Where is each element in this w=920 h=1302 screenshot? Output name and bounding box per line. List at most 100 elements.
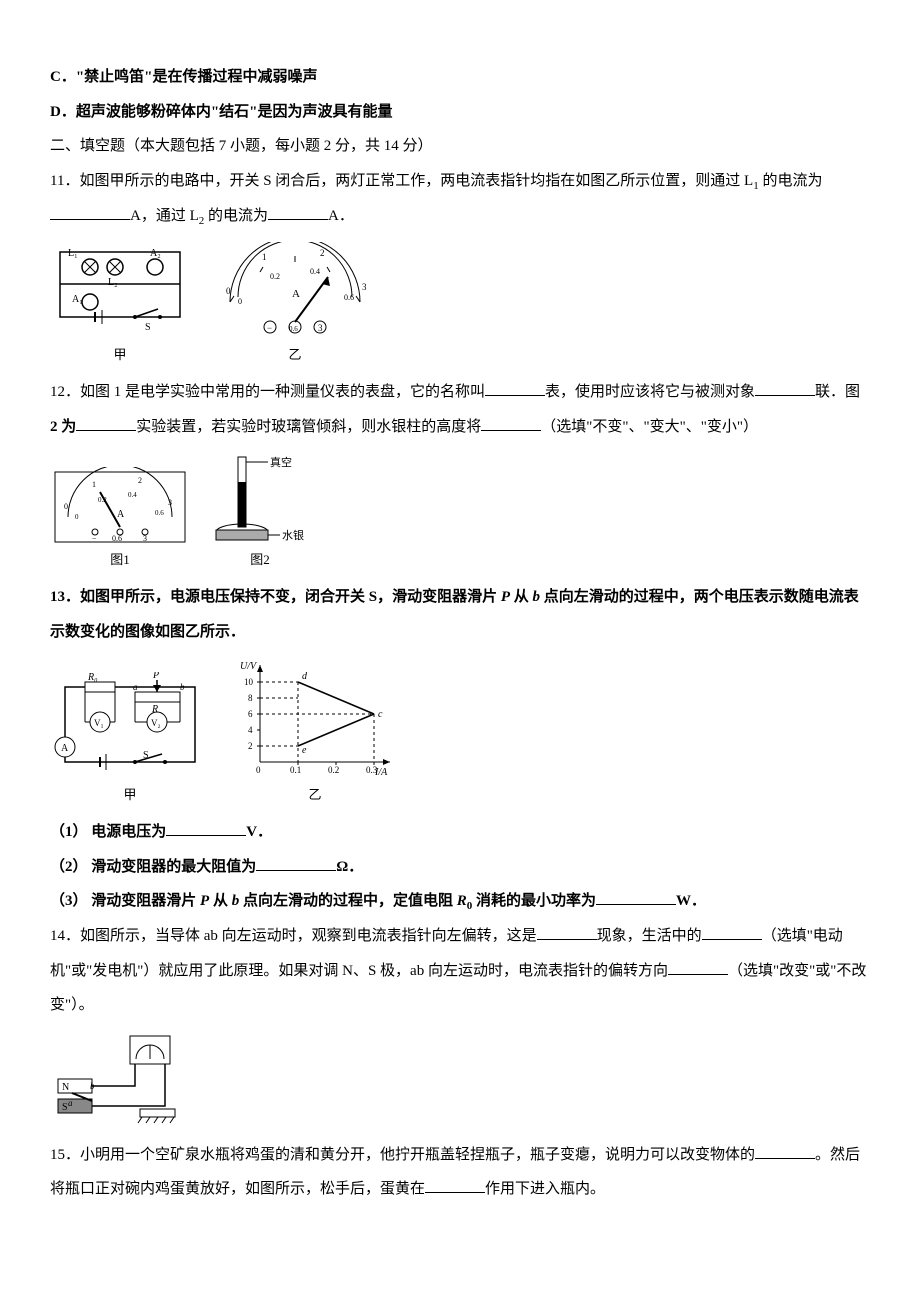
- svg-text:A₂: A₂: [150, 248, 161, 259]
- svg-text:真空: 真空: [270, 455, 292, 469]
- q12-tube-svg: 真空 水银: [210, 452, 310, 547]
- q13-circuit: R₀ P a b R V₁ V₂ A S 甲: [50, 672, 210, 803]
- q13-sub1-blank: [166, 820, 246, 836]
- svg-text:V₁: V₁: [94, 718, 104, 728]
- q13-sub1: （1） 电源电压为V．: [50, 815, 870, 850]
- svg-text:b: b: [90, 1081, 95, 1091]
- svg-text:2: 2: [320, 248, 325, 258]
- svg-text:−: −: [92, 534, 97, 543]
- q14-figure: N S b a: [50, 1031, 870, 1126]
- svg-text:A₁: A₁: [72, 294, 83, 305]
- svg-text:0.3: 0.3: [366, 765, 378, 775]
- q15-blank-1: [755, 1143, 815, 1159]
- svg-text:0.6: 0.6: [344, 293, 354, 302]
- q12-tube: 真空 水银 图2: [210, 452, 310, 568]
- svg-text:0.2: 0.2: [328, 765, 339, 775]
- q11-meter: 0 1 2 3 0 0.2 0.4 0.6 A − 0.6 3 乙: [210, 242, 380, 363]
- q12-blank-3: [76, 415, 136, 431]
- q11-meter-caption: 乙: [210, 344, 380, 363]
- svg-text:3: 3: [318, 323, 323, 333]
- svg-text:0.6: 0.6: [155, 509, 164, 517]
- svg-text:N: N: [62, 1082, 69, 1093]
- q12-tube-caption: 图2: [210, 549, 310, 568]
- svg-text:R₀: R₀: [87, 672, 98, 683]
- svg-text:水银: 水银: [282, 528, 304, 542]
- svg-text:S: S: [143, 750, 149, 761]
- q15-text: 15．小明用一个空矿泉水瓶将鸡蛋的清和黄分开，他拧开瓶盖轻捏瓶子，瓶子变瘪，说明…: [50, 1138, 870, 1207]
- q12-blank-2: [755, 380, 815, 396]
- svg-text:4: 4: [248, 725, 253, 735]
- q13-text: 13．如图甲所示，电源电压保持不变，闭合开关 S，滑动变阻器滑片 P 从 b 点…: [50, 580, 870, 649]
- q13-sub3: （3） 滑动变阻器滑片 P 从 b 点向左滑动的过程中，定值电阻 R0 消耗的最…: [50, 884, 870, 919]
- svg-text:0.6: 0.6: [112, 534, 122, 543]
- svg-text:−: −: [267, 323, 272, 333]
- q12-meter: 0 1 2 3 0 0.2 0.4 0.6 A − 0.6 3 图1: [50, 467, 190, 568]
- q13-circuit-caption: 甲: [50, 784, 210, 803]
- svg-text:A: A: [292, 288, 300, 300]
- q14-blank-2: [702, 924, 762, 940]
- option-d: D．超声波能够粉碎体内"结石"是因为声波具有能量: [50, 95, 870, 130]
- svg-text:0.6: 0.6: [289, 325, 298, 333]
- svg-text:3: 3: [168, 498, 172, 507]
- q12-meter-svg: 0 1 2 3 0 0.2 0.4 0.6 A − 0.6 3: [50, 467, 190, 547]
- svg-text:0.4: 0.4: [128, 491, 137, 499]
- svg-text:0: 0: [226, 286, 231, 296]
- q12-meter-caption: 图1: [50, 549, 190, 568]
- q11-meter-svg: 0 1 2 3 0 0.2 0.4 0.6 A − 0.6 3: [210, 242, 380, 342]
- svg-text:P: P: [152, 672, 159, 681]
- svg-text:3: 3: [143, 534, 147, 543]
- svg-text:0: 0: [64, 502, 68, 511]
- svg-text:L₁: L₁: [68, 248, 78, 259]
- q13-chart-caption: 乙: [230, 784, 400, 803]
- q13-circuit-svg: R₀ P a b R V₁ V₂ A S: [50, 672, 210, 782]
- q13-figures: R₀ P a b R V₁ V₂ A S 甲: [50, 657, 870, 803]
- svg-text:S: S: [62, 1102, 68, 1113]
- q13-sub2: （2） 滑动变阻器的最大阻值为Ω．: [50, 850, 870, 885]
- option-c: C．"禁止鸣笛"是在传播过程中减弱噪声: [50, 60, 870, 95]
- q11-blank-2: [268, 204, 328, 220]
- svg-text:1: 1: [92, 480, 96, 489]
- svg-text:c: c: [378, 709, 383, 720]
- q11-circuit-svg: L₁ L₂ A₂ A₁ S: [50, 242, 190, 342]
- svg-text:U/V: U/V: [240, 661, 258, 672]
- svg-text:a: a: [133, 682, 138, 692]
- q14-blank-3: [668, 959, 728, 975]
- svg-text:0: 0: [75, 513, 79, 521]
- q11-blank-1: [50, 204, 130, 220]
- svg-text:1: 1: [262, 252, 267, 262]
- svg-text:L₂: L₂: [108, 277, 118, 288]
- q13-sub3-blank: [596, 889, 676, 905]
- svg-text:6: 6: [248, 709, 253, 719]
- svg-text:S: S: [145, 322, 151, 333]
- q13-chart: U/V I/A 2 4 6 8 10 0 0.1 0.2 0.3: [230, 657, 400, 803]
- svg-text:3: 3: [362, 282, 367, 292]
- svg-text:b: b: [180, 682, 185, 692]
- q14-diagram-svg: N S b a: [50, 1031, 190, 1126]
- q12-figures: 0 1 2 3 0 0.2 0.4 0.6 A − 0.6 3 图1 真空 水银…: [50, 452, 870, 568]
- q11-text: 11．如图甲所示的电路中，开关 S 闭合后，两灯正常工作，两电流表指针均指在如图…: [50, 164, 870, 235]
- section-2-heading: 二、填空题（本大题包括 7 小题，每小题 2 分，共 14 分）: [50, 129, 870, 164]
- option-c-text: "禁止鸣笛"是在传播过程中减弱噪声: [76, 69, 318, 85]
- svg-text:e: e: [302, 745, 307, 756]
- svg-text:8: 8: [248, 693, 253, 703]
- svg-text:a: a: [68, 1098, 73, 1108]
- svg-text:d: d: [302, 671, 308, 682]
- svg-text:0.2: 0.2: [270, 272, 280, 281]
- svg-text:A: A: [61, 743, 69, 754]
- q13-chart-svg: U/V I/A 2 4 6 8 10 0 0.1 0.2 0.3: [230, 657, 400, 782]
- q14-blank-1: [537, 924, 597, 940]
- svg-text:V₂: V₂: [151, 718, 161, 728]
- q14-text: 14．如图所示，当导体 ab 向左运动时，观察到电流表指针向左偏转，这是现象，生…: [50, 919, 870, 1023]
- svg-text:0.4: 0.4: [310, 267, 320, 276]
- svg-text:10: 10: [244, 677, 254, 687]
- q13-sub2-blank: [256, 855, 336, 871]
- svg-text:2: 2: [138, 476, 142, 485]
- option-d-text: 超声波能够粉碎体内"结石"是因为声波具有能量: [76, 104, 393, 120]
- svg-text:2: 2: [248, 741, 253, 751]
- q11-figures: L₁ L₂ A₂ A₁ S 甲 0 1 2 3: [50, 242, 870, 363]
- q12-blank-4: [481, 415, 541, 431]
- option-c-prefix: C．: [50, 69, 76, 85]
- option-d-prefix: D．: [50, 104, 76, 120]
- q15-blank-2: [425, 1177, 485, 1193]
- svg-text:0: 0: [238, 297, 242, 306]
